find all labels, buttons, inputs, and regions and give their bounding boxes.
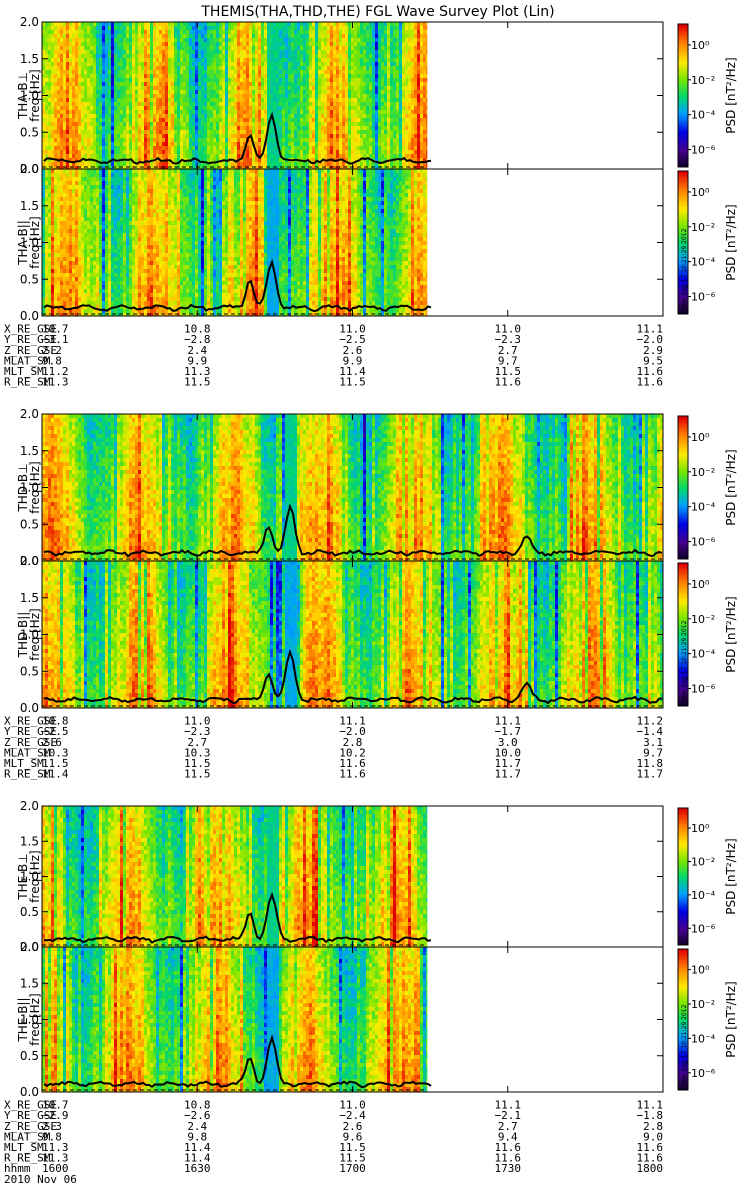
colorbar-tick-label: 10⁻² xyxy=(691,466,715,479)
y-tick-label: 0.5 xyxy=(20,905,39,919)
freq-axis-label: freq [Hz] xyxy=(28,69,42,121)
wave-survey-chart: THEMIS(THA,THD,THE) FGL Wave Survey Plot… xyxy=(0,0,750,1200)
spectrogram-tha-par xyxy=(42,169,427,316)
spectrogram-the-par xyxy=(42,947,427,1092)
time-tick-label: 1700 xyxy=(339,1162,366,1175)
y-tick-label: 2.0 xyxy=(20,799,39,813)
colorbar-label: PSD [nT²/Hz] xyxy=(724,204,738,280)
y-tick-label: 0.5 xyxy=(20,1049,39,1063)
y-tick-label: 1.5 xyxy=(20,591,39,605)
y-tick-label: 0.0 xyxy=(20,701,39,715)
y-tick-label: 0.0 xyxy=(20,309,39,323)
colorbar-tick-label: 10⁻² xyxy=(691,998,715,1011)
colorbar-tick-label: 10⁻⁶ xyxy=(691,683,716,696)
colorbar-tick-label: 10⁰ xyxy=(691,186,710,199)
colorbar-label: PSD [nT²/Hz] xyxy=(724,596,738,672)
spectrogram-tha-perp xyxy=(42,22,427,169)
freq-axis-label: freq [Hz] xyxy=(28,608,42,660)
colorbar-label: PSD [nT²/Hz] xyxy=(724,981,738,1057)
freq-axis-label: freq [Hz] xyxy=(28,850,42,902)
y-tick-label: 2.0 xyxy=(20,407,39,421)
colorbar-tick-label: 10⁻⁶ xyxy=(691,144,716,157)
colorbar-tick-label: 10⁰ xyxy=(691,431,710,444)
y-tick-label: 0.5 xyxy=(20,664,39,678)
colorbar-tick-label: 10⁻² xyxy=(691,74,715,87)
y-tick-label: 0.0 xyxy=(20,1085,39,1099)
colorbar-tick-label: 10⁰ xyxy=(691,822,710,835)
time-tick-label: 1800 xyxy=(637,1162,664,1175)
timestamp-label: Mon Sep 17 10:21:29 2012 xyxy=(681,228,688,310)
freq-axis-label: freq [Hz] xyxy=(28,993,42,1045)
timestamp-label: Mon Sep 17 10:21:29 2012 xyxy=(681,620,688,702)
ephemeris-value: 11.5 xyxy=(184,376,211,389)
colorbar-tick-label: 10⁻⁴ xyxy=(691,648,716,661)
colorbar-label: PSD [nT²/Hz] xyxy=(724,57,738,133)
colorbar-tick-label: 10⁻⁴ xyxy=(691,501,716,514)
chart-title: THEMIS(THA,THD,THE) FGL Wave Survey Plot… xyxy=(200,4,554,20)
ephemeris-value: 11.6 xyxy=(637,376,664,389)
ephemeris-value: 11.7 xyxy=(495,768,522,781)
spectrogram-thd-par xyxy=(42,561,663,708)
colorbar-tick-label: 10⁻² xyxy=(691,855,715,868)
ephemeris-value: 11.5 xyxy=(184,768,211,781)
ephemeris-value: 11.6 xyxy=(495,376,522,389)
colorbar-tick-label: 10⁻⁴ xyxy=(691,109,716,122)
y-tick-label: 1.5 xyxy=(20,199,39,213)
ephemeris-value: 11.5 xyxy=(339,376,366,389)
y-tick-label: 1.5 xyxy=(20,834,39,848)
plot-root: { "chart_data": { "type": "heatmap", "ti… xyxy=(0,0,750,1200)
colorbar-tick-label: 10⁻⁶ xyxy=(691,922,716,935)
colorbar-tick-label: 10⁰ xyxy=(691,39,710,52)
time-tick-label: 1730 xyxy=(495,1162,522,1175)
time-tick-label: 1630 xyxy=(184,1162,211,1175)
freq-axis-label: freq [Hz] xyxy=(28,461,42,513)
plots-layer xyxy=(42,22,691,1092)
y-tick-label: 2.0 xyxy=(20,162,39,176)
y-tick-label: 1.5 xyxy=(20,976,39,990)
y-tick-label: 2.0 xyxy=(20,940,39,954)
y-tick-label: 0.5 xyxy=(20,517,39,531)
y-tick-label: 0.5 xyxy=(20,125,39,139)
colorbar-tick-label: 10⁻² xyxy=(691,221,715,234)
colorbar-tick-label: 10⁻⁴ xyxy=(691,256,716,269)
spectrogram-thd-perp xyxy=(42,414,663,561)
ephemeris-value: 11.7 xyxy=(637,768,664,781)
colorbar-tick-label: 10⁻⁶ xyxy=(691,291,716,304)
freq-axis-label: freq [Hz] xyxy=(28,216,42,268)
colorbar-tick-label: 10⁻⁶ xyxy=(691,1067,716,1080)
colorbar-label: PSD [nT²/Hz] xyxy=(724,449,738,525)
colorbar xyxy=(678,808,688,946)
timestamp-label: Mon Sep 17 10:21:29 2012 xyxy=(681,1004,688,1086)
ephemeris-value: 11.3 xyxy=(42,376,69,389)
spectrogram-the-perp xyxy=(42,806,427,947)
colorbar-tick-label: 10⁻² xyxy=(691,613,715,626)
y-tick-label: 1.5 xyxy=(20,52,39,66)
colorbar-label: PSD [nT²/Hz] xyxy=(724,838,738,914)
date-label: 2010 Nov 06 xyxy=(4,1173,77,1186)
ephemeris-value: 11.6 xyxy=(339,768,366,781)
y-tick-label: 2.0 xyxy=(20,554,39,568)
colorbar-tick-label: 10⁻⁴ xyxy=(691,1032,716,1045)
colorbar-tick-label: 10⁰ xyxy=(691,964,710,977)
colorbar-tick-label: 10⁻⁶ xyxy=(691,536,716,549)
y-tick-label: 2.0 xyxy=(20,15,39,29)
ephemeris-value: 11.4 xyxy=(42,768,69,781)
colorbar-tick-label: 10⁰ xyxy=(691,578,710,591)
colorbar xyxy=(678,24,688,168)
y-tick-label: 0.5 xyxy=(20,272,39,286)
y-tick-label: 1.5 xyxy=(20,444,39,458)
colorbar xyxy=(678,416,688,560)
colorbar-tick-label: 10⁻⁴ xyxy=(691,889,716,902)
